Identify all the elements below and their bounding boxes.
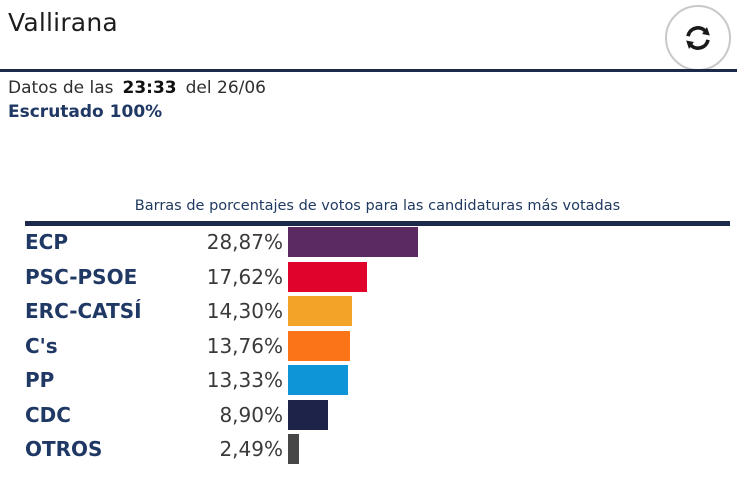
refresh-button[interactable] <box>665 5 731 71</box>
bar <box>288 330 350 361</box>
chart-row: PP 13,33% <box>25 365 730 395</box>
meta-block: Datos de las 23:33 del 26/06 Escrutado 100… <box>8 78 266 122</box>
bar-track <box>288 434 730 464</box>
bar <box>288 434 300 464</box>
data-time: 23:33 <box>122 78 177 98</box>
refresh-icon <box>686 26 710 50</box>
chart-row: ERC-CATSÍ 14,30% <box>25 296 730 326</box>
bar <box>288 227 418 257</box>
page-title: Vallirana <box>8 8 118 37</box>
chart-title: Barras de porcentajes de votos para las … <box>134 198 621 214</box>
bar-track <box>288 330 730 361</box>
percent-value: 13,76% <box>206 333 283 358</box>
chart-row: OTROS 2,49% <box>25 434 730 464</box>
chart-row: ECP 28,87% <box>25 227 730 257</box>
bar-chart: Barras de porcentajes de votos para las … <box>25 198 730 469</box>
party-label: C's <box>25 333 58 358</box>
percent-value: 2,49% <box>219 437 283 461</box>
bar-track <box>288 365 730 395</box>
percent-value: 28,87% <box>206 230 283 254</box>
percent-value: 14,30% <box>206 299 283 323</box>
party-label: ERC-CATSÍ <box>25 299 142 323</box>
percent-value: 8,90% <box>219 402 283 427</box>
data-suffix-label: del 26/06 <box>185 78 266 98</box>
bar <box>288 296 353 326</box>
data-prefix-label: Datos de las <box>8 78 114 98</box>
bar <box>288 261 368 292</box>
bar-track <box>288 399 730 430</box>
bar-track <box>288 296 730 326</box>
percent-value: 13,33% <box>206 368 283 392</box>
scrutiny-status: Escrutado 100% <box>8 102 163 122</box>
header-divider <box>0 69 737 72</box>
chart-divider <box>25 221 730 226</box>
party-label: PSC-PSOE <box>25 264 138 289</box>
bar <box>288 365 348 395</box>
party-label: CDC <box>25 402 71 427</box>
percent-value: 17,62% <box>206 264 283 289</box>
party-label: ECP <box>25 230 68 254</box>
party-label: OTROS <box>25 437 103 461</box>
data-timestamp: Datos de las 23:33 del 26/06 <box>8 78 266 98</box>
chart-row: C's 13,76% <box>25 330 730 361</box>
chart-rows: ECP 28,87% PSC-PSOE 17,62% ERC-CATSÍ 14,… <box>25 227 730 464</box>
bar <box>288 399 329 430</box>
chart-row: PSC-PSOE 17,62% <box>25 261 730 292</box>
bar-track <box>288 227 730 257</box>
party-label: PP <box>25 368 55 392</box>
bar-track <box>288 261 730 292</box>
chart-row: CDC 8,90% <box>25 399 730 430</box>
